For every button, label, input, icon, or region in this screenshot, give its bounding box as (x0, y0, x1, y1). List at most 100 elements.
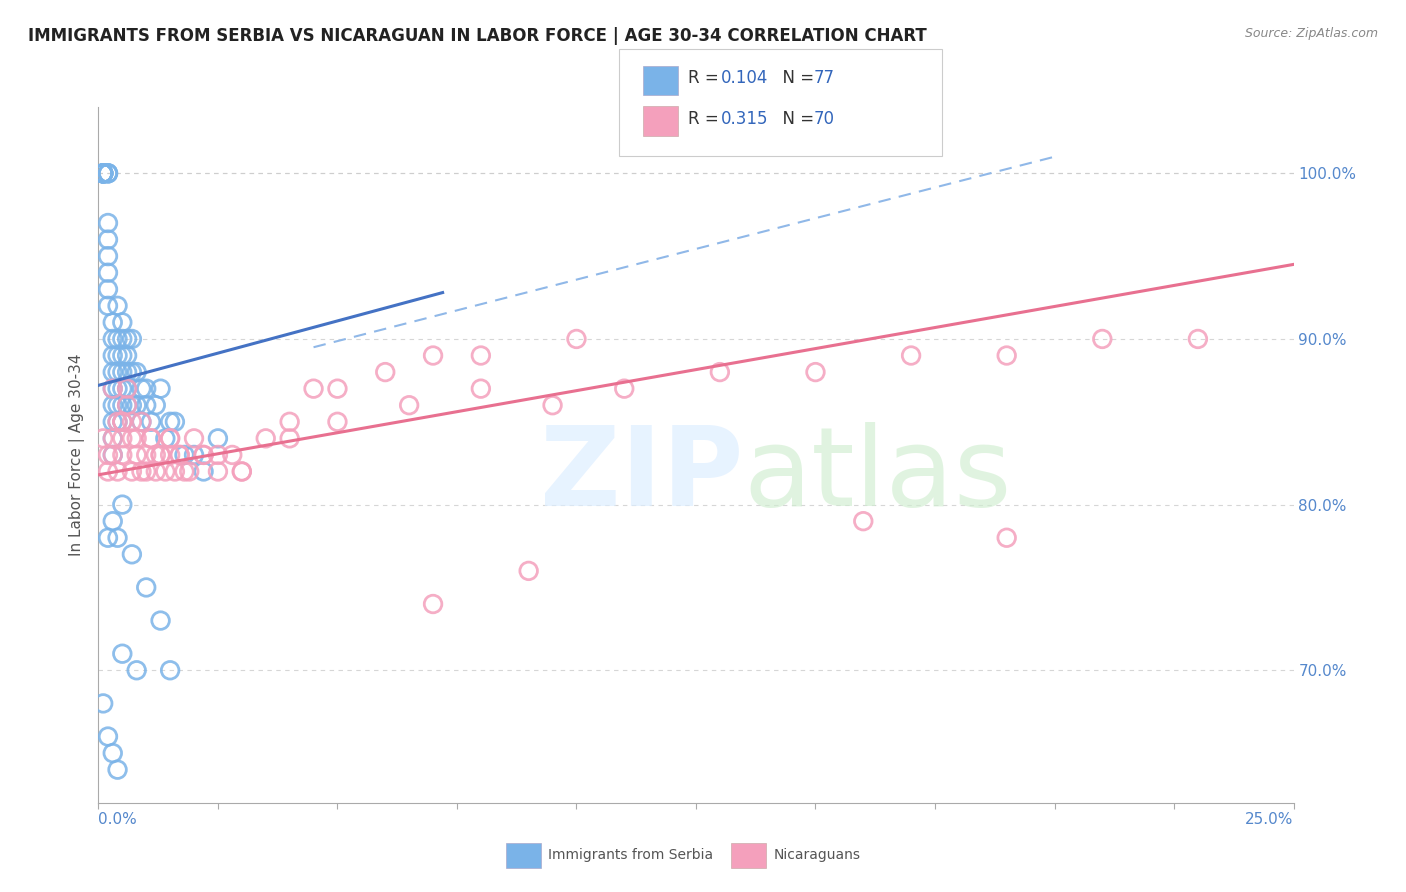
Point (111, 415, 134, 429)
Text: N =: N = (772, 110, 820, 128)
Point (101, 315, 124, 329)
Point (159, 663, 181, 677)
Text: IMMIGRANTS FROM SERBIA VS NICARAGUAN IN LABOR FORCE | AGE 30-34 CORRELATION CHAR: IMMIGRANTS FROM SERBIA VS NICARAGUAN IN … (28, 27, 927, 45)
Point (183, 448, 205, 462)
Point (97, 249, 120, 263)
Point (115, 349, 138, 363)
Point (804, 365, 827, 379)
Point (179, 465, 201, 479)
Point (107, 398, 129, 412)
Point (139, 431, 162, 445)
Point (207, 465, 229, 479)
Point (111, 365, 134, 379)
Point (193, 448, 215, 462)
Point (107, 349, 129, 363)
Point (163, 415, 186, 429)
Point (91, 166, 114, 180)
Point (169, 448, 191, 462)
Point (111, 382, 134, 396)
Point (193, 465, 215, 479)
Point (101, 349, 124, 363)
Text: 0.315: 0.315 (721, 110, 769, 128)
Text: Immigrants from Serbia: Immigrants from Serbia (548, 848, 713, 863)
Point (97, 166, 120, 180)
Point (101, 746, 124, 760)
Text: 0.0%: 0.0% (98, 812, 138, 827)
Point (97, 730, 120, 744)
Text: R =: R = (688, 110, 724, 128)
Point (1187, 332, 1209, 346)
Text: ZIP: ZIP (540, 422, 744, 529)
Point (91, 697, 114, 711)
Point (121, 547, 143, 561)
Point (107, 465, 129, 479)
Point (91, 166, 114, 180)
Point (111, 647, 134, 661)
Point (107, 299, 129, 313)
Point (470, 349, 492, 363)
Point (97, 216, 120, 230)
Point (155, 465, 177, 479)
Point (183, 431, 205, 445)
Point (159, 431, 181, 445)
Point (135, 448, 157, 462)
Point (173, 465, 195, 479)
Point (125, 448, 148, 462)
Point (995, 349, 1018, 363)
Point (111, 315, 134, 329)
Point (107, 332, 129, 346)
Point (135, 398, 157, 412)
Point (139, 415, 162, 429)
Point (97, 282, 120, 296)
Point (115, 332, 138, 346)
Point (121, 398, 143, 412)
Point (91, 166, 114, 180)
Point (159, 415, 181, 429)
Point (125, 398, 148, 412)
Point (278, 431, 301, 445)
Point (101, 448, 124, 462)
Point (107, 415, 129, 429)
Point (91, 431, 114, 445)
Point (709, 365, 731, 379)
Point (107, 415, 129, 429)
Point (852, 514, 875, 528)
Point (101, 382, 124, 396)
Point (125, 663, 148, 677)
Point (139, 431, 162, 445)
Point (97, 266, 120, 280)
Point (193, 448, 215, 462)
Point (131, 465, 153, 479)
Point (111, 349, 134, 363)
Point (115, 398, 138, 412)
Point (111, 415, 134, 429)
Point (107, 763, 129, 777)
Point (97, 448, 120, 462)
Point (149, 448, 172, 462)
Point (97, 465, 120, 479)
Text: Source: ZipAtlas.com: Source: ZipAtlas.com (1244, 27, 1378, 40)
Point (101, 365, 124, 379)
Point (101, 415, 124, 429)
Point (231, 465, 253, 479)
Point (111, 448, 134, 462)
Y-axis label: In Labor Force | Age 30-34: In Labor Force | Age 30-34 (69, 353, 84, 557)
Point (101, 431, 124, 445)
Point (97, 233, 120, 247)
Point (107, 382, 129, 396)
Point (97, 299, 120, 313)
Point (326, 382, 349, 396)
Point (254, 431, 277, 445)
Point (121, 465, 143, 479)
Point (131, 382, 153, 396)
Point (125, 431, 148, 445)
Point (121, 332, 143, 346)
Point (91, 166, 114, 180)
Point (101, 431, 124, 445)
Point (1091, 332, 1114, 346)
Point (115, 382, 138, 396)
Point (145, 398, 167, 412)
Text: Nicaraguans: Nicaraguans (773, 848, 860, 863)
Point (111, 498, 134, 512)
Point (149, 614, 172, 628)
